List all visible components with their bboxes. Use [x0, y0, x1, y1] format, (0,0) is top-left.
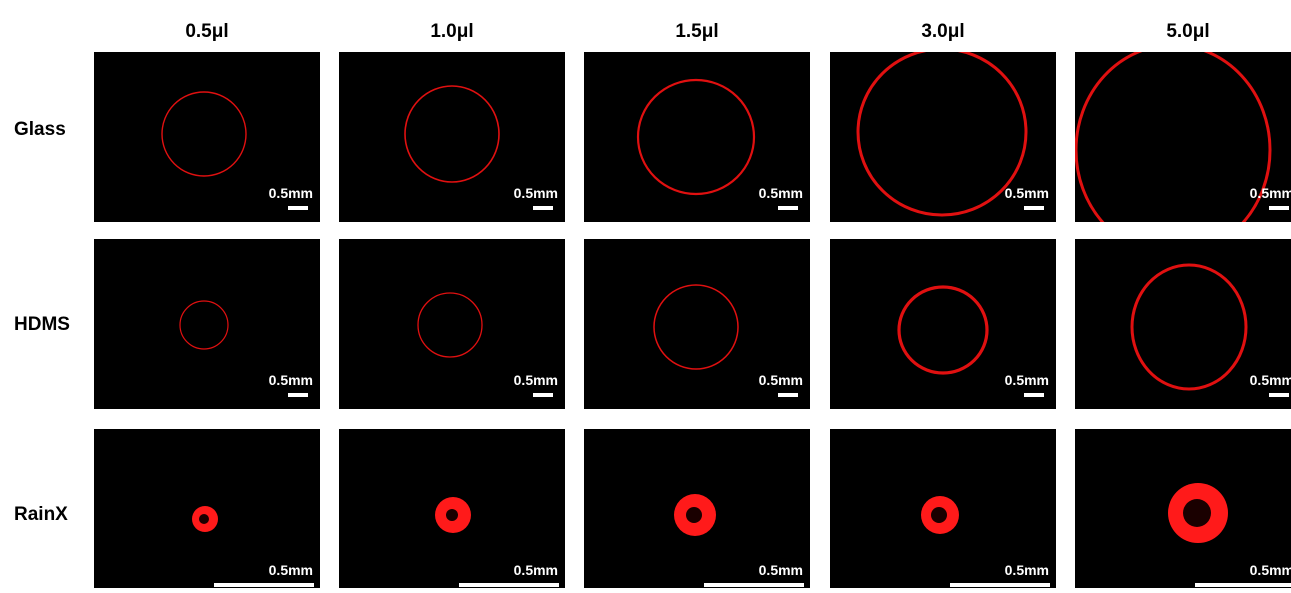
- image-panel: 0.5mm: [1075, 45, 1291, 255]
- scale-bar-label: 0.5mm: [759, 185, 803, 201]
- scale-bar: [459, 583, 559, 587]
- scale-bar: [1024, 393, 1044, 397]
- scale-bar-label: 0.5mm: [1250, 562, 1291, 578]
- scale-bar: [778, 393, 798, 397]
- row-label: HDMS: [14, 314, 70, 335]
- scale-bar: [1269, 206, 1289, 210]
- scale-bar-label: 0.5mm: [1250, 185, 1291, 201]
- scale-bar: [533, 393, 553, 397]
- droplet-core: [686, 507, 702, 523]
- scale-bar-label: 0.5mm: [1250, 372, 1291, 388]
- image-panel: 0.5mm: [830, 239, 1056, 409]
- column-header: 0.5μl: [185, 21, 228, 42]
- scale-bar: [214, 583, 314, 587]
- row-label: Glass: [14, 119, 66, 140]
- scale-bar-label: 0.5mm: [514, 372, 558, 388]
- image-panel: 0.5mm: [830, 49, 1056, 222]
- image-panel: 0.5mm: [94, 239, 320, 409]
- image-panel: 0.5mm: [584, 429, 810, 588]
- scale-bar: [950, 583, 1050, 587]
- scale-bar: [288, 393, 308, 397]
- scale-bar-label: 0.5mm: [269, 562, 313, 578]
- droplet-core: [931, 507, 947, 523]
- scale-bar: [1195, 583, 1291, 587]
- scale-bar-label: 0.5mm: [514, 562, 558, 578]
- droplet-core: [199, 514, 209, 524]
- column-header: 3.0μl: [921, 21, 964, 42]
- column-header: 1.5μl: [675, 21, 718, 42]
- scale-bar-label: 0.5mm: [759, 562, 803, 578]
- scale-bar-label: 0.5mm: [1005, 372, 1049, 388]
- image-panel: 0.5mm: [1075, 239, 1291, 409]
- scale-bar: [1024, 206, 1044, 210]
- image-panel: 0.5mm: [584, 239, 810, 409]
- droplet-core: [446, 509, 458, 521]
- scale-bar-label: 0.5mm: [269, 185, 313, 201]
- image-panel: 0.5mm: [339, 239, 565, 409]
- scale-bar-label: 0.5mm: [1005, 185, 1049, 201]
- row-label: RainX: [14, 504, 68, 525]
- image-panel: 0.5mm: [94, 429, 320, 588]
- scale-bar: [533, 206, 553, 210]
- column-header: 1.0μl: [430, 21, 473, 42]
- scale-bar: [1269, 393, 1289, 397]
- scale-bar-label: 0.5mm: [514, 185, 558, 201]
- image-panel: 0.5mm: [339, 429, 565, 588]
- image-panel: 0.5mm: [830, 429, 1056, 588]
- scale-bar: [288, 206, 308, 210]
- scale-bar: [778, 206, 798, 210]
- scale-bar-label: 0.5mm: [1005, 562, 1049, 578]
- image-panel: 0.5mm: [1075, 429, 1291, 588]
- image-panel: 0.5mm: [94, 52, 320, 222]
- image-panel: 0.5mm: [339, 52, 565, 222]
- scale-bar-label: 0.5mm: [759, 372, 803, 388]
- column-header: 5.0μl: [1166, 21, 1209, 42]
- scale-bar-label: 0.5mm: [269, 372, 313, 388]
- image-panel: 0.5mm: [584, 52, 810, 222]
- droplet-core: [1183, 499, 1211, 527]
- figure: 0.5μl 1.0μl 1.5μl 3.0μl 5.0μl Glass 0.5mm 0.5mm…: [0, 0, 1291, 588]
- scale-bar: [704, 583, 804, 587]
